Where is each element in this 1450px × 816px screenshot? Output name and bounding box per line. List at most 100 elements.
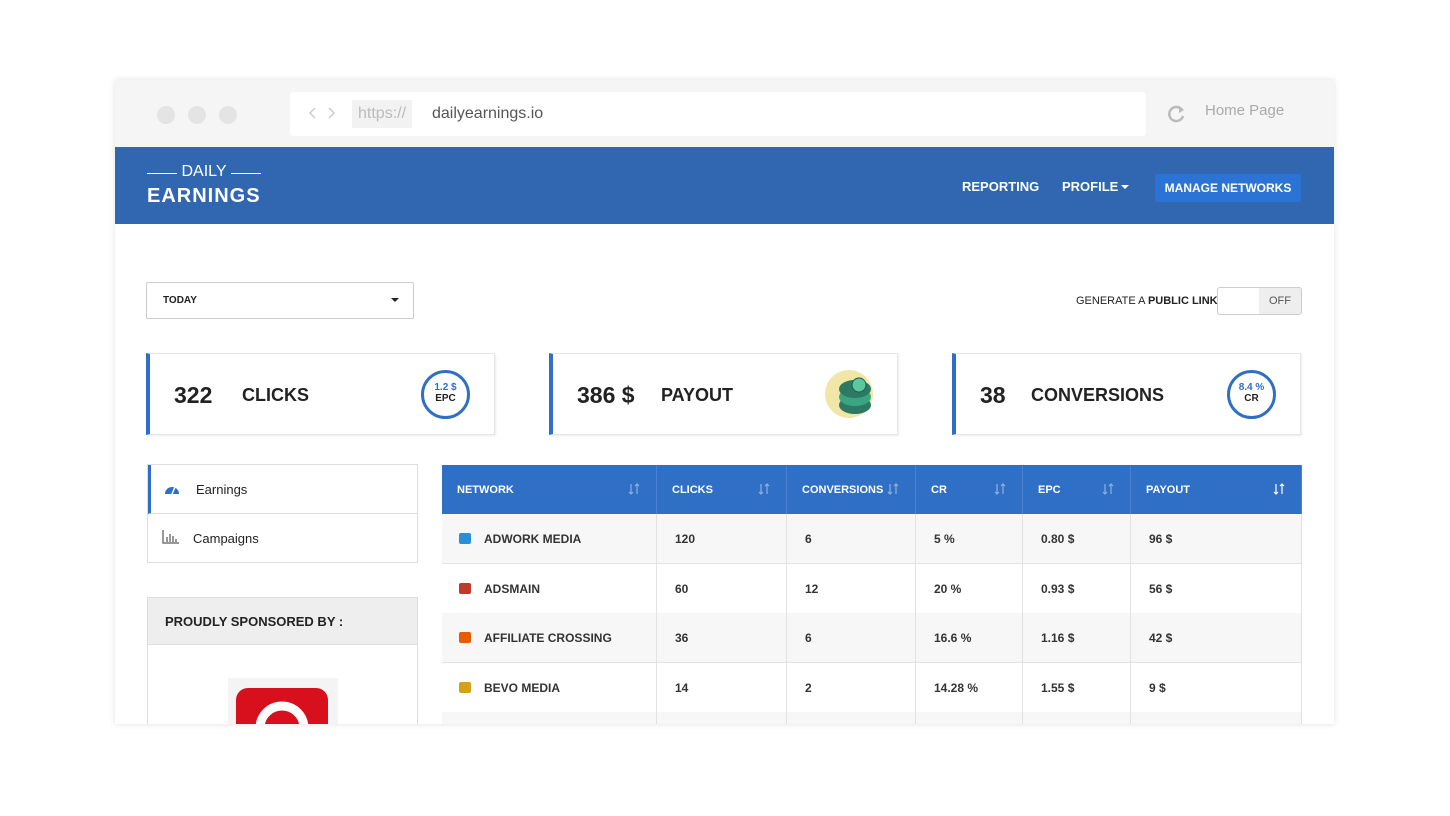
- table-cell: 12: [787, 563, 916, 613]
- column-header[interactable]: CONVERSIONS: [787, 465, 916, 514]
- table-cell: 20 %: [916, 563, 1023, 613]
- stat-label: CONVERSIONS: [1031, 385, 1165, 405]
- badge-label: CR: [1244, 393, 1259, 404]
- menu-item[interactable]: Campaigns: [148, 514, 417, 562]
- table-cell: 120: [657, 712, 787, 724]
- cell-text: 9 $: [1149, 680, 1166, 695]
- table-cell: 6: [787, 712, 916, 724]
- sponsor-box: PROUDLY SPONSORED BY :: [147, 597, 418, 724]
- cell-text: 1.55 $: [1041, 680, 1075, 695]
- address-bar[interactable]: https:// dailyearnings.io: [290, 92, 1146, 136]
- badge-label: EPC: [435, 393, 456, 404]
- stat-value: 322: [174, 382, 213, 408]
- column-header[interactable]: NETWORK: [442, 465, 657, 514]
- table-cell: ADWORK MEDIA: [442, 712, 657, 724]
- network-icon: [459, 632, 471, 643]
- table-cell: 5 %: [916, 712, 1023, 724]
- table-row[interactable]: BEVO MEDIA 14 2 14.28 % 1.55 $ 9 $: [442, 662, 1302, 713]
- window-button[interactable]: [188, 106, 206, 124]
- sponsor-logo[interactable]: [228, 678, 338, 724]
- reload-icon[interactable]: [1167, 104, 1187, 124]
- cell-text: 56 $: [1149, 581, 1173, 596]
- browser-toolbar: https:// dailyearnings.io Home Page: [115, 80, 1334, 147]
- nav-link[interactable]: PROFILE: [1062, 179, 1119, 194]
- menu-text: Campaigns: [193, 531, 259, 546]
- column-header[interactable]: PAYOUT: [1131, 465, 1302, 514]
- side-menu: Earnings Campaigns: [147, 464, 418, 563]
- cell-text: 6: [805, 532, 812, 546]
- table-cell: ADWORK MEDIA: [442, 514, 657, 563]
- select-caret: [391, 298, 399, 306]
- table-cell: 2: [787, 662, 916, 712]
- cell-text: 5 %: [934, 532, 955, 546]
- cell-text: 20 %: [934, 581, 962, 596]
- menu-text: Earnings: [196, 482, 248, 497]
- table-row[interactable]: ADSMAIN 60 12 20 % 0.93 $ 56 $: [442, 563, 1302, 614]
- column-title: CONVERSIONS: [802, 484, 884, 496]
- badge-value: 1.2 $: [434, 382, 457, 393]
- column-header[interactable]: CR: [916, 465, 1023, 514]
- table-cell: BEVO MEDIA: [442, 662, 657, 712]
- home-link[interactable]: Home Page: [1205, 102, 1285, 119]
- menu-item[interactable]: Earnings: [148, 465, 417, 514]
- cell-text: BEVO MEDIA: [484, 680, 561, 695]
- stat-card: 386 $ PAYOUT: [549, 353, 898, 435]
- nav-arrows[interactable]: [308, 106, 338, 120]
- window-button[interactable]: [219, 106, 237, 124]
- column-header[interactable]: EPC: [1023, 465, 1131, 514]
- browser-window: https:// dailyearnings.io Home Page DAIL…: [115, 80, 1334, 724]
- table-cell: 5 %: [916, 514, 1023, 563]
- network-icon: [459, 533, 471, 544]
- sort-icon[interactable]: [628, 483, 640, 495]
- table-cell: 0.93 $: [1023, 563, 1131, 613]
- column-header[interactable]: CLICKS: [657, 465, 787, 514]
- url-protocol: https://: [352, 100, 413, 128]
- cell-text: ADSMAIN: [484, 581, 540, 596]
- nav-link[interactable]: REPORTING: [962, 179, 1040, 194]
- manage-button[interactable]: MANAGE NETWORKS: [1155, 174, 1301, 202]
- cell-text: AFFILIATE CROSSING: [484, 631, 612, 645]
- table-cell: 60: [657, 563, 787, 613]
- logo-top[interactable]: DAILY: [147, 163, 261, 181]
- cell-text: 6: [805, 631, 812, 645]
- sort-icon[interactable]: [1273, 483, 1285, 495]
- dropdown-caret: [1121, 185, 1129, 193]
- stat-badge: 1.2 $ EPC: [421, 370, 470, 419]
- cell-text: 14: [675, 680, 689, 695]
- sort-icon[interactable]: [1102, 483, 1114, 495]
- sort-icon[interactable]: [994, 483, 1006, 495]
- public-link-bold: PUBLIC LINK: [1147, 295, 1218, 307]
- public-link-label: GENERATE A PUBLIC LINK: [1076, 295, 1218, 307]
- window-button[interactable]: [157, 106, 175, 124]
- column-title: EPC: [1038, 484, 1061, 496]
- cell-text: 1.16 $: [1041, 631, 1075, 645]
- table-cell: 36: [657, 613, 787, 662]
- table-cell: 56 $: [1131, 563, 1302, 613]
- sort-icon[interactable]: [887, 483, 899, 495]
- cell-text: 36: [675, 631, 689, 645]
- table-row[interactable]: AFFILIATE CROSSING 36 6 16.6 % 1.16 $ 42 $: [442, 613, 1302, 663]
- cell-text: 12: [805, 581, 819, 596]
- cell-text: 96 $: [1149, 532, 1173, 546]
- url-text: dailyearnings.io: [432, 105, 544, 122]
- cell-text: ADWORK MEDIA: [484, 532, 582, 546]
- table-cell: 0.80 $: [1023, 712, 1131, 724]
- sponsor-header: PROUDLY SPONSORED BY :: [148, 598, 417, 645]
- cell-text: 0.93 $: [1041, 581, 1075, 596]
- table-cell: 120: [657, 514, 787, 563]
- stat-card: 38 CONVERSIONS 8.4 % CR: [952, 353, 1301, 435]
- sort-icon[interactable]: [758, 483, 770, 495]
- column-title: NETWORK: [457, 484, 514, 496]
- logo-bottom[interactable]: EARNINGS: [147, 185, 261, 207]
- cell-text: 2: [805, 680, 812, 695]
- table-cell: 6: [787, 613, 916, 662]
- period-select[interactable]: TODAY: [146, 282, 414, 319]
- toggle[interactable]: OFF: [1217, 287, 1302, 315]
- column-title: CLICKS: [672, 484, 713, 496]
- table-cell: 14.28 %: [916, 662, 1023, 712]
- cell-text: 16.6 %: [934, 631, 972, 645]
- table-cell: 96 $: [1131, 712, 1302, 724]
